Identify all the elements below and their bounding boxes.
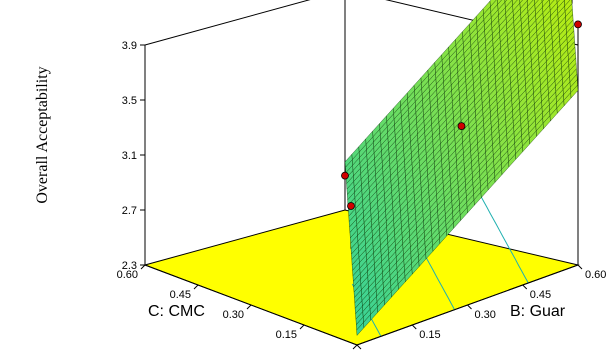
design-point: [457, 122, 466, 131]
surface-cell: [489, 0, 497, 7]
surface-cell: [549, 0, 555, 6]
response-surface: [344, 0, 579, 336]
z-axis-title: Overall Acceptability: [34, 66, 51, 203]
b-axis-ticks: 0.000.150.300.450.60: [356, 264, 606, 350]
c-tick-label: 0.45: [170, 289, 191, 301]
design-points: [341, 20, 582, 210]
b-tick-label: 0.15: [419, 329, 440, 341]
surface-cell: [556, 0, 565, 9]
b-axis-title: B: Guar: [510, 303, 566, 320]
surface-cell: [527, 0, 535, 13]
surface-cell: [534, 0, 539, 5]
b-tick-mark: [356, 344, 362, 350]
b-tick-label: 0.60: [585, 269, 606, 281]
z-tick-label: 2.7: [122, 205, 137, 217]
c-axis-ticks: 0.000.150.300.450.60: [117, 264, 358, 350]
surface-cell: [505, 0, 513, 14]
c-tick-label: 0.15: [276, 329, 297, 341]
surface-cell: [512, 0, 521, 12]
surface-cell: [534, 0, 543, 10]
z-axis-ticks: 2.3 2.7 3.1 3.5 3.9: [122, 40, 145, 272]
design-point: [347, 202, 355, 210]
surface-cell: [519, 0, 528, 9]
c-tick-mark: [193, 284, 199, 290]
b-tick-mark: [411, 324, 417, 330]
c-tick-label: 0.60: [117, 269, 138, 281]
surface-cell: [519, 0, 523, 4]
design-point: [574, 20, 582, 29]
surface-cell: [556, 0, 560, 4]
surface-cell: [527, 0, 534, 7]
c-tick-label: 0.30: [223, 309, 244, 321]
z-tick-label: 3.5: [122, 95, 137, 107]
z-tick-label: 2.3: [122, 260, 137, 272]
design-point: [341, 171, 349, 180]
surface-cell: [504, 0, 508, 3]
surface-cell: [497, 0, 502, 5]
z-tick-label: 3.1: [122, 150, 137, 162]
surface-cell: [541, 0, 544, 3]
surface-cell: [526, 0, 529, 2]
surface-cell: [504, 0, 513, 8]
surface-cell: [549, 0, 558, 11]
c-tick-mark: [299, 324, 305, 330]
c-tick-mark: [246, 304, 252, 310]
surface-cell: [512, 0, 518, 6]
c-tick-mark: [140, 264, 146, 270]
surface-cell: [542, 0, 550, 14]
b-tick-mark: [522, 284, 528, 290]
c-axis-title: C: CMC: [148, 303, 205, 320]
b-tick-mark: [467, 304, 472, 310]
surface-cell: [541, 0, 550, 8]
c-tick-mark: [352, 344, 358, 350]
b-tick-label: 0.30: [475, 309, 496, 321]
z-tick-label: 3.9: [122, 40, 137, 52]
surface-cell: [490, 0, 498, 13]
b-tick-mark: [577, 264, 583, 270]
surface-cell: [564, 0, 571, 7]
surface-cell: [564, 0, 573, 12]
b-tick-label: 0.45: [530, 289, 551, 301]
